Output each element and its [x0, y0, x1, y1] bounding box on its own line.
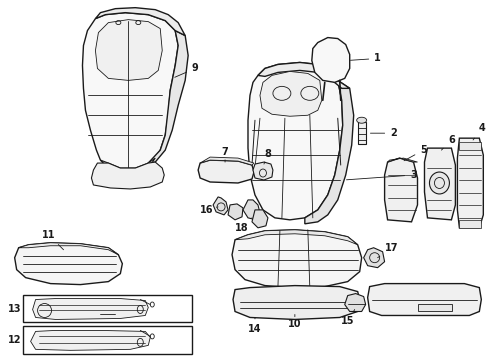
Text: 11: 11	[42, 230, 64, 250]
Polygon shape	[243, 200, 260, 220]
Text: 18: 18	[235, 218, 252, 233]
Text: 10: 10	[288, 315, 302, 329]
Polygon shape	[233, 285, 360, 319]
Polygon shape	[96, 8, 185, 36]
Polygon shape	[198, 160, 254, 183]
Polygon shape	[100, 158, 155, 172]
Text: 8: 8	[264, 149, 271, 164]
Polygon shape	[364, 248, 385, 268]
Polygon shape	[260, 71, 322, 116]
Text: 12: 12	[8, 336, 22, 345]
Polygon shape	[82, 13, 178, 172]
Polygon shape	[457, 138, 483, 228]
Text: 3: 3	[346, 170, 417, 180]
Ellipse shape	[429, 172, 449, 194]
Bar	[460, 142, 481, 150]
Text: 2: 2	[370, 128, 397, 138]
Polygon shape	[424, 148, 455, 220]
Polygon shape	[33, 298, 148, 319]
Polygon shape	[388, 158, 417, 162]
Polygon shape	[248, 62, 343, 220]
Polygon shape	[345, 293, 366, 311]
Polygon shape	[258, 62, 350, 88]
Polygon shape	[200, 157, 254, 165]
Bar	[417, 303, 452, 311]
Text: 6: 6	[441, 135, 455, 150]
Text: 15: 15	[341, 310, 355, 327]
Text: 4: 4	[473, 123, 486, 140]
Polygon shape	[368, 284, 481, 315]
Polygon shape	[252, 210, 268, 228]
Text: 13: 13	[8, 303, 22, 314]
Polygon shape	[30, 330, 150, 350]
Polygon shape	[232, 230, 362, 288]
Text: 17: 17	[378, 243, 398, 258]
Polygon shape	[148, 31, 188, 163]
Polygon shape	[213, 197, 228, 215]
Bar	[358, 122, 366, 144]
Polygon shape	[19, 243, 119, 255]
Ellipse shape	[357, 117, 367, 123]
Text: 9: 9	[175, 63, 198, 77]
Bar	[460, 220, 481, 228]
Text: 1: 1	[350, 54, 381, 63]
Polygon shape	[235, 230, 358, 245]
Text: 5: 5	[404, 145, 427, 161]
Polygon shape	[305, 80, 354, 224]
Polygon shape	[228, 204, 243, 220]
Polygon shape	[92, 162, 164, 189]
Text: 16: 16	[200, 205, 218, 215]
Polygon shape	[96, 20, 162, 80]
Text: 7: 7	[221, 147, 228, 162]
Polygon shape	[312, 37, 350, 82]
Polygon shape	[253, 162, 273, 180]
Bar	[23, 327, 192, 354]
Bar	[23, 294, 192, 323]
Polygon shape	[385, 158, 417, 222]
Polygon shape	[15, 243, 122, 285]
Text: 14: 14	[248, 318, 262, 334]
